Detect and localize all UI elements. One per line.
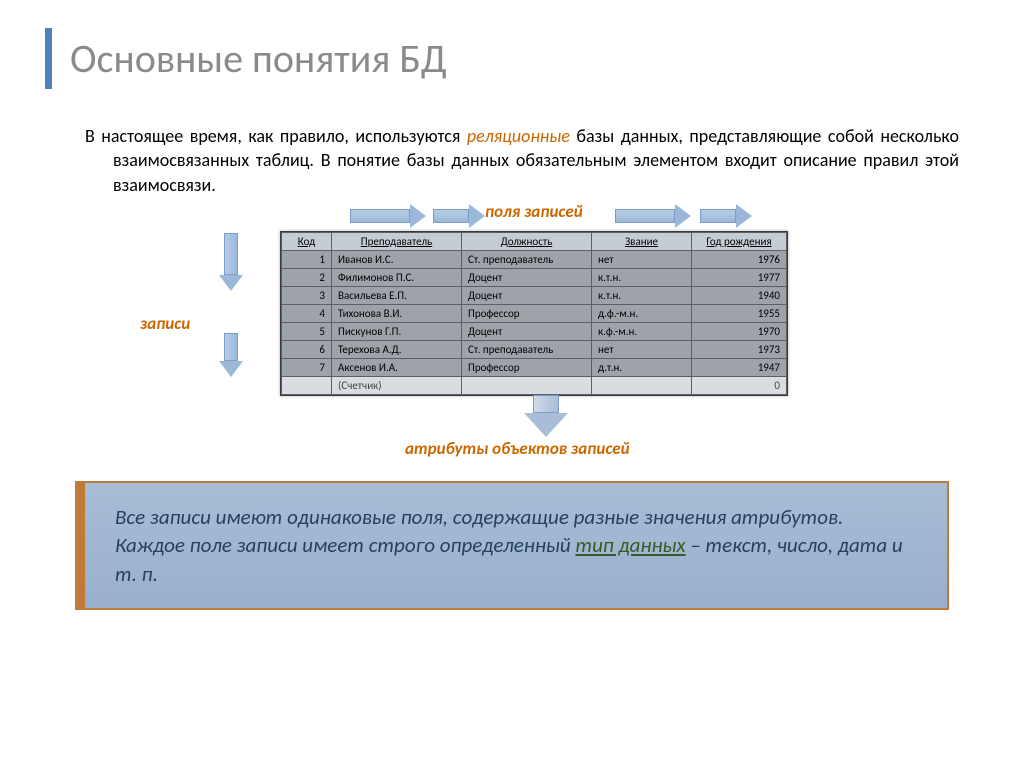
table-cell: Ст. преподаватель (462, 340, 592, 358)
table-cell: д.ф.-м.н. (592, 304, 692, 322)
para-highlight: реляционные (467, 125, 570, 147)
table-cell: 1977 (692, 268, 787, 286)
table-cell: Пискунов Г.П. (332, 322, 462, 340)
table-cell (282, 376, 332, 394)
table-cell: 1947 (692, 358, 787, 376)
table-header: Код (282, 232, 332, 250)
arrow-right-icon (615, 207, 691, 225)
table-cell: Доцент (462, 286, 592, 304)
summary-underline: тип данных (575, 532, 685, 558)
table-cell: Профессор (462, 358, 592, 376)
table-cell: Доцент (462, 268, 592, 286)
summary-accent-bar (75, 481, 85, 610)
table-cell: к.т.н. (592, 268, 692, 286)
table-cell: 1 (282, 250, 332, 268)
arrow-down-icon (220, 233, 242, 291)
table-row: 1Иванов И.С.Ст. преподавательнет1976 (282, 250, 787, 268)
table-cell: 5 (282, 322, 332, 340)
table-cell: 1976 (692, 250, 787, 268)
table-row: 3Васильева Е.П.Доцентк.т.н.1940 (282, 286, 787, 304)
table-cell: Доцент (462, 322, 592, 340)
intro-paragraph: В настоящее время, как правило, использу… (73, 124, 979, 197)
table-cell (592, 376, 692, 394)
table-cell: Аксенов И.А. (332, 358, 462, 376)
table-cell: Профессор (462, 304, 592, 322)
table-cell: Терехова А.Д. (332, 340, 462, 358)
table-cell: Иванов И.С. (332, 250, 462, 268)
table-cell: д.т.н. (592, 358, 692, 376)
label-records: записи (140, 313, 190, 334)
arrow-right-icon (433, 207, 485, 225)
diagram-area: поля записей записи КодПреподавательДолж… (45, 203, 979, 463)
slide-title: Основные понятия БД (70, 28, 447, 89)
table-header: Звание (592, 232, 692, 250)
arrow-right-icon (350, 207, 426, 225)
table-cell: 2 (282, 268, 332, 286)
table-cell: Тихонова В.И. (332, 304, 462, 322)
table-cell: 3 (282, 286, 332, 304)
table-cell: Филимонов П.С. (332, 268, 462, 286)
table-cell: к.т.н. (592, 286, 692, 304)
table-cell: 4 (282, 304, 332, 322)
table-row: 6Терехова А.Д.Ст. преподавательнет1973 (282, 340, 787, 358)
table-cell: к.ф.-м.н. (592, 322, 692, 340)
table-footer-row: (Счетчик) 0 (282, 376, 787, 394)
table-cell: 7 (282, 358, 332, 376)
table-cell: 1940 (692, 286, 787, 304)
db-table: КодПреподавательДолжностьЗваниеГод рожде… (280, 231, 788, 396)
title-block: Основные понятия БД (45, 28, 979, 89)
table-row: 5Пискунов Г.П.Доцентк.ф.-м.н.1970 (282, 322, 787, 340)
arrow-down-icon (220, 333, 242, 377)
summary-text: Все записи имеют одинаковые поля, содерж… (115, 503, 917, 588)
table-cell: (Счетчик) (332, 376, 462, 394)
table-cell: 6 (282, 340, 332, 358)
para-before: В настоящее время, как правило, использу… (85, 125, 467, 147)
label-fields: поля записей (485, 201, 583, 222)
table-header: Год рождения (692, 232, 787, 250)
arrow-down-big-icon (524, 395, 568, 437)
table-cell: Васильева Е.П. (332, 286, 462, 304)
arrow-right-icon (700, 207, 752, 225)
title-accent-bar (45, 28, 52, 89)
table-row: 7Аксенов И.А.Профессорд.т.н.1947 (282, 358, 787, 376)
table-row: 2Филимонов П.С.Доцентк.т.н.1977 (282, 268, 787, 286)
table-cell (462, 376, 592, 394)
table-row: 4Тихонова В.И.Профессорд.ф.-м.н.1955 (282, 304, 787, 322)
label-attributes: атрибуты объектов записей (405, 438, 630, 459)
table-header: Преподаватель (332, 232, 462, 250)
table-cell: нет (592, 250, 692, 268)
table-cell: Ст. преподаватель (462, 250, 592, 268)
table-header: Должность (462, 232, 592, 250)
summary-box: Все записи имеют одинаковые поля, содерж… (75, 481, 949, 610)
table-cell: 1955 (692, 304, 787, 322)
table-cell: 1973 (692, 340, 787, 358)
table-cell: 1970 (692, 322, 787, 340)
table-cell: 0 (692, 376, 787, 394)
slide-container: Основные понятия БД В настоящее время, к… (0, 0, 1024, 767)
table-cell: нет (592, 340, 692, 358)
